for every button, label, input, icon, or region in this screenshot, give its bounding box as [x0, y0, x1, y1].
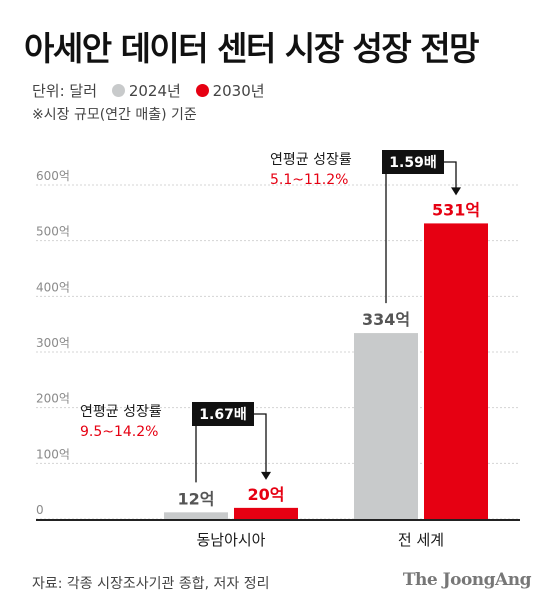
basis-note: ※시장 규모(연간 매출) 기준	[32, 107, 197, 123]
bar-value-label: 20억	[248, 485, 285, 504]
multiplier-label: 1.67배	[199, 407, 246, 423]
connector-line	[192, 413, 197, 483]
growth-rate-title: 연평균 성장률	[270, 152, 352, 168]
bar-2030년-전 세계	[424, 223, 488, 519]
chart-title: 아세안 데이터 센터 시장 성장 전망	[24, 29, 479, 68]
bar-2024년-동남아시아	[164, 512, 228, 519]
bar-2030년-동남아시아	[234, 507, 298, 519]
y-tick-label: 200억	[36, 392, 70, 406]
multiplier-badge	[192, 402, 254, 426]
bar-value-label: 12억	[178, 489, 215, 508]
connector-line	[382, 161, 387, 304]
legend-item-2024: 2024년	[111, 80, 181, 101]
connector-line	[444, 161, 457, 190]
brand-logo: The JoongAng	[402, 570, 532, 590]
source-note: 자료: 각종 시장조사기관 종합, 저자 정리	[32, 576, 270, 592]
legend-item-2030: 2030년	[195, 80, 265, 101]
multiplier-badge	[382, 150, 444, 174]
y-tick-label: 500억	[36, 225, 70, 239]
y-tick-label: 400억	[36, 280, 70, 294]
legend-label-2030: 2030년	[212, 82, 265, 100]
y-tick-label: 600억	[36, 169, 70, 183]
y-tick-label: 300억	[36, 336, 70, 350]
bar-value-label: 334억	[362, 310, 410, 329]
chart-meta: 단위: 달러 2024년 2030년	[32, 80, 275, 101]
legend-swatch-2024	[111, 84, 125, 97]
bar-2024년-전 세계	[354, 333, 418, 519]
growth-rate-title: 연평균 성장률	[80, 404, 162, 420]
unit-label: 단위: 달러	[32, 82, 98, 100]
connector-line	[254, 413, 267, 474]
legend-label-2024: 2024년	[128, 82, 181, 100]
y-tick-label: 100억	[36, 447, 70, 461]
arrow-head-icon	[451, 187, 461, 196]
bar-value-label: 531억	[432, 200, 480, 219]
x-tick-label: 전 세계	[398, 531, 444, 549]
arrow-head-icon	[261, 471, 271, 480]
growth-rate-range: 5.1~11.2%	[270, 172, 348, 188]
growth-rate-range: 9.5~14.2%	[80, 424, 158, 440]
x-tick-label: 동남아시아	[196, 531, 265, 549]
y-tick-label: 0	[36, 503, 44, 517]
multiplier-label: 1.59배	[389, 155, 436, 171]
legend-swatch-2030	[195, 84, 209, 97]
